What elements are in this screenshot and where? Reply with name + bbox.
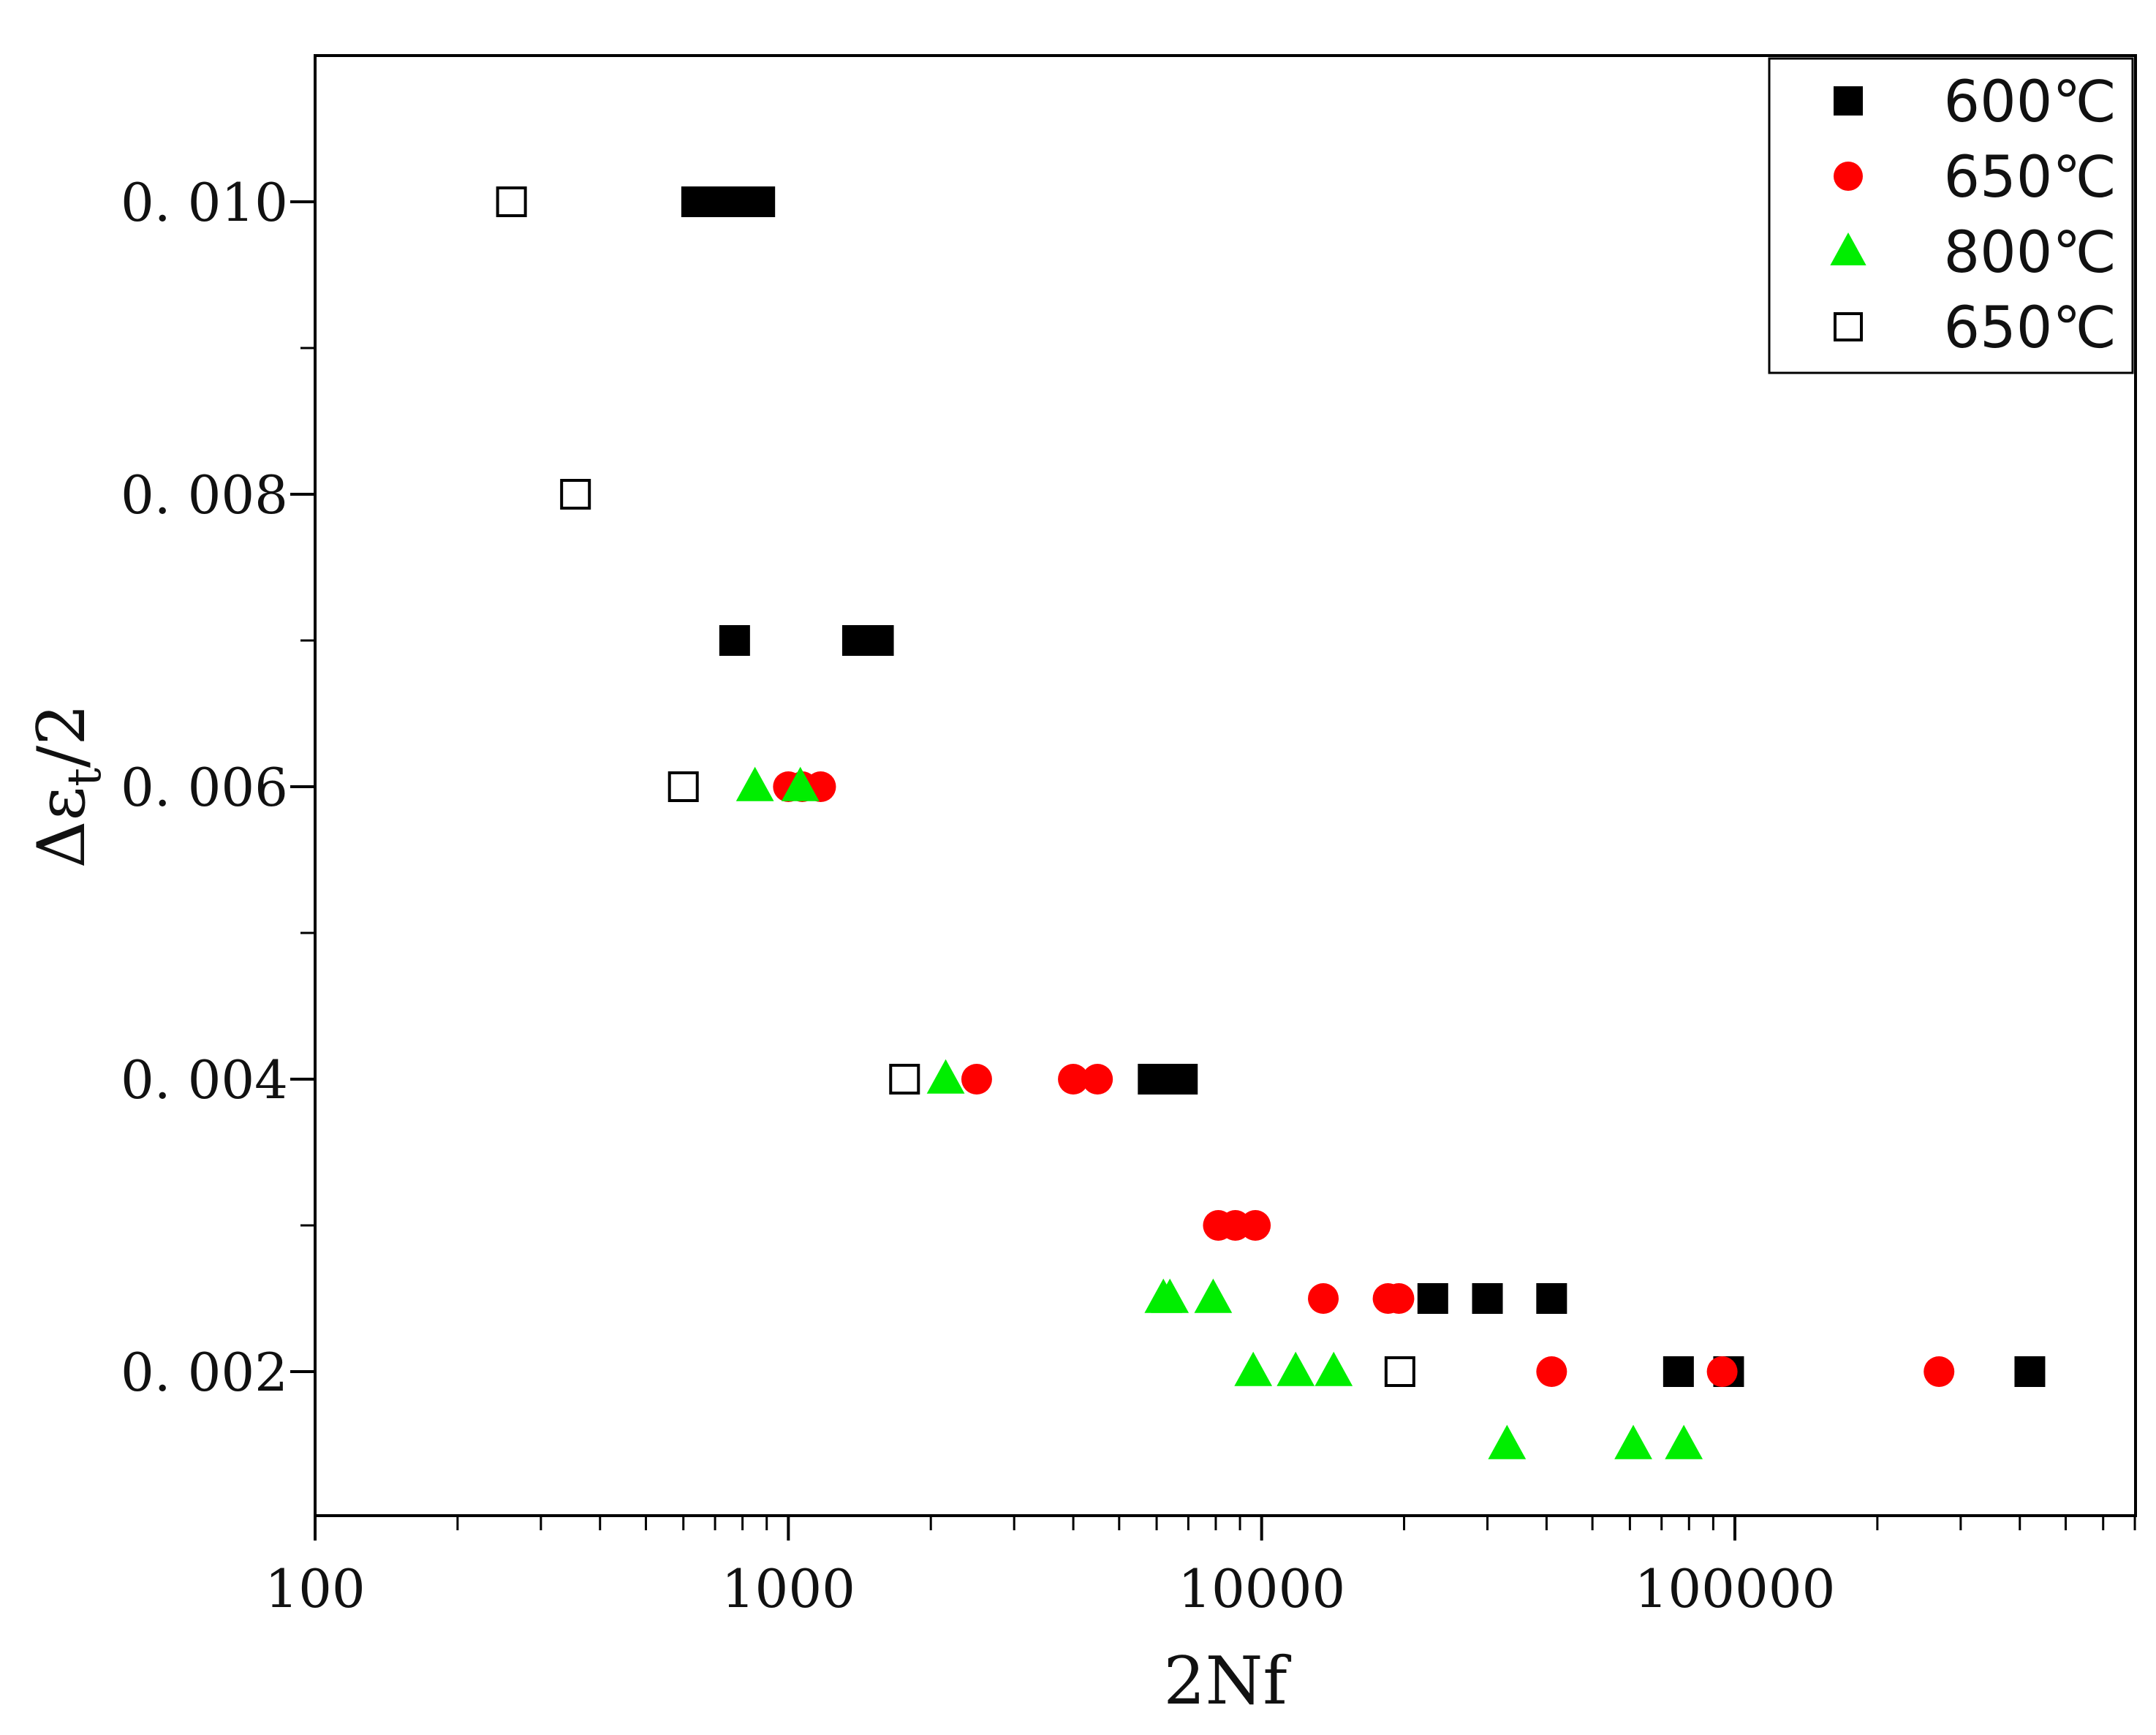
data-point <box>1276 1351 1315 1386</box>
series-group <box>735 766 1703 1459</box>
data-point <box>1240 1210 1271 1241</box>
legend-marker <box>1834 86 1863 116</box>
data-point <box>1383 1283 1415 1314</box>
legend-label: 650℃ <box>1944 295 2117 361</box>
data-point <box>961 1064 992 1095</box>
legend-box <box>1768 57 2134 374</box>
y-axis-title-main: Δε <box>23 787 100 869</box>
data-point <box>1663 1356 1694 1387</box>
data-point <box>889 1064 920 1095</box>
data-point <box>2014 1356 2046 1387</box>
series-group <box>496 186 1415 1387</box>
y-axis-title: Δεt/2 <box>23 704 112 869</box>
legend-marker <box>1830 233 1866 265</box>
legend-label: 800℃ <box>1944 220 2117 286</box>
x-tick-label: 10000 <box>1178 1558 1345 1619</box>
data-point <box>1536 1356 1567 1387</box>
legend-label: 600℃ <box>1944 69 2117 135</box>
data-point <box>1924 1356 1955 1387</box>
data-point <box>1234 1351 1273 1386</box>
data-point <box>667 771 699 802</box>
data-point <box>1315 1351 1353 1386</box>
data-point <box>1488 1424 1527 1459</box>
data-point <box>1417 1283 1448 1314</box>
y-tick-label: 0. 004 <box>121 1049 288 1111</box>
data-point <box>1614 1424 1652 1459</box>
y-tick-label: 0. 010 <box>121 172 288 233</box>
data-point <box>926 1059 965 1094</box>
x-tick-label: 1000 <box>722 1558 855 1619</box>
data-point <box>1082 1064 1113 1095</box>
data-point <box>781 766 820 801</box>
data-point <box>735 766 774 801</box>
legend-label: 650℃ <box>1944 145 2117 211</box>
data-point <box>560 479 591 510</box>
y-tick-label: 0. 002 <box>121 1342 288 1403</box>
data-point <box>1706 1356 1738 1387</box>
x-tick-label: 100 <box>265 1558 365 1619</box>
data-point <box>744 186 776 217</box>
data-point <box>719 625 750 656</box>
data-point <box>1472 1283 1503 1314</box>
legend-marker <box>1834 312 1863 341</box>
legend-marker <box>1834 162 1863 191</box>
data-point <box>1058 1064 1089 1095</box>
data-point <box>1384 1356 1415 1387</box>
data-point <box>1536 1283 1567 1314</box>
data-point <box>863 625 894 656</box>
y-tick-label: 0. 008 <box>121 464 288 526</box>
data-point <box>1194 1278 1233 1313</box>
y-axis-title-suffix: /2 <box>23 704 100 768</box>
data-point <box>1665 1424 1703 1459</box>
y-tick-label: 0. 006 <box>121 757 288 818</box>
x-axis-title: 2Nf <box>1163 1643 1291 1720</box>
series-group <box>681 186 2046 1387</box>
data-point <box>496 186 527 217</box>
data-point <box>1167 1064 1198 1095</box>
data-point <box>1308 1283 1339 1314</box>
data-point <box>1151 1278 1189 1313</box>
x-tick-label: 100000 <box>1635 1558 1836 1619</box>
y-axis-title-subscript: t <box>58 768 112 787</box>
